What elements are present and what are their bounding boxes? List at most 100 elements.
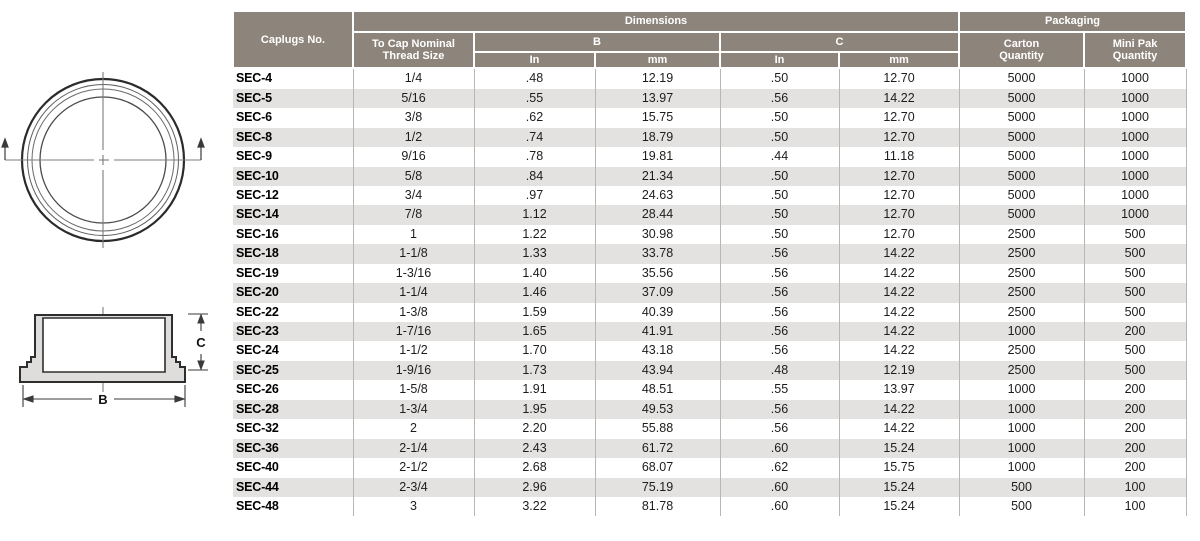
cell-carton: 5000 <box>959 68 1085 89</box>
cell-no: SEC-12 <box>233 185 354 206</box>
cell-no: SEC-19 <box>233 263 354 284</box>
table-row: SEC-18 1-1/8 1.33 33.78.56 14.22 2500 500 <box>233 244 1187 264</box>
cell-minipak: 200 <box>1084 458 1187 478</box>
table-row: SEC-40 2-1/2 2.68 68.07.62 15.75 1000 200 <box>233 458 1187 478</box>
cell-c-mm: 15.24 <box>839 438 960 459</box>
cell-b-mm: 24.63 <box>595 185 721 206</box>
header-b-in: In <box>473 50 596 70</box>
cell-c-in: .56 <box>720 88 840 109</box>
cell-no: SEC-32 <box>233 419 354 439</box>
cell-c-mm: 12.70 <box>839 185 960 206</box>
cell-b-mm: 21.34 <box>595 166 721 186</box>
cell-b-mm: 18.79 <box>595 127 721 148</box>
table-row: SEC-22 1-3/8 1.59 40.39.56 14.22 2500 500 <box>233 302 1187 322</box>
cell-c-mm: 12.19 <box>839 360 960 381</box>
cell-minipak: 500 <box>1084 263 1187 284</box>
cell-b-in: 2.20 <box>474 419 596 439</box>
cell-c-mm: 12.70 <box>839 68 960 89</box>
cell-minipak: 1000 <box>1084 205 1187 225</box>
cell-b-mm: 43.18 <box>595 341 721 361</box>
header-c-mm: mm <box>838 50 960 70</box>
cell-no: SEC-8 <box>233 127 354 148</box>
centerlines <box>5 72 201 248</box>
cell-minipak: 1000 <box>1084 166 1187 186</box>
cell-thread: 1-3/4 <box>353 399 475 420</box>
cell-carton: 2500 <box>959 244 1085 264</box>
cell-carton: 2500 <box>959 283 1085 303</box>
cell-b-in: 2.43 <box>474 438 596 459</box>
cell-minipak: 100 <box>1084 477 1187 497</box>
cell-b-in: 1.40 <box>474 263 596 284</box>
cell-b-in: 1.73 <box>474 360 596 381</box>
cell-b-in: 2.68 <box>474 458 596 478</box>
cell-b-mm: 68.07 <box>595 458 721 478</box>
cell-thread: 2-1/2 <box>353 458 475 478</box>
cell-c-mm: 15.24 <box>839 477 960 497</box>
table-row: SEC-28 1-3/4 1.95 49.53.56 14.22 1000 200 <box>233 399 1187 420</box>
cell-minipak: 500 <box>1084 341 1187 361</box>
cell-b-in: 3.22 <box>474 496 596 517</box>
cell-carton: 5000 <box>959 205 1085 225</box>
cell-no: SEC-28 <box>233 399 354 420</box>
cell-c-in: .62 <box>720 458 840 478</box>
cell-b-in: 1.91 <box>474 380 596 400</box>
cell-c-mm: 14.22 <box>839 322 960 342</box>
cell-no: SEC-18 <box>233 244 354 264</box>
cell-thread: 3/8 <box>353 108 475 128</box>
cell-c-in: .56 <box>720 341 840 361</box>
cell-c-mm: 14.22 <box>839 244 960 264</box>
cell-c-mm: 14.22 <box>839 283 960 303</box>
cell-thread: 1-3/8 <box>353 302 475 322</box>
cell-b-mm: 13.97 <box>595 88 721 109</box>
cell-no: SEC-26 <box>233 380 354 400</box>
cell-no: SEC-6 <box>233 108 354 128</box>
cell-minipak: 1000 <box>1084 147 1187 167</box>
table-row: SEC-20 1-1/4 1.46 37.09.56 14.22 2500 500 <box>233 283 1187 303</box>
cell-b-mm: 19.81 <box>595 147 721 167</box>
cell-thread: 1-7/16 <box>353 322 475 342</box>
cell-b-in: 2.96 <box>474 477 596 497</box>
cell-carton: 1000 <box>959 419 1085 439</box>
cell-b-mm: 37.09 <box>595 283 721 303</box>
table-header: Caplugs No. Dimensions Packaging To Cap … <box>232 9 1187 70</box>
cell-c-mm: 14.22 <box>839 88 960 109</box>
cell-thread: 5/8 <box>353 166 475 186</box>
cell-b-mm: 33.78 <box>595 244 721 264</box>
table-row: SEC-14 7/8 1.12 28.44.50 12.70 5000 1000 <box>233 205 1187 225</box>
cell-b-in: 1.46 <box>474 283 596 303</box>
table-row: SEC-24 1-1/2 1.70 43.18.56 14.22 2500 500 <box>233 341 1187 361</box>
cell-carton: 500 <box>959 496 1085 517</box>
cell-carton: 5000 <box>959 108 1085 128</box>
header-group-packaging: Packaging <box>958 10 1187 33</box>
cell-c-in: .50 <box>720 185 840 206</box>
cell-no: SEC-48 <box>233 496 354 517</box>
cell-thread: 1/2 <box>353 127 475 148</box>
cell-c-mm: 14.22 <box>839 302 960 322</box>
cell-c-in: .50 <box>720 166 840 186</box>
cell-b-mm: 15.75 <box>595 108 721 128</box>
table-row: SEC-16 1 1.22 30.98.50 12.70 2500 500 <box>233 224 1187 245</box>
cell-carton: 5000 <box>959 88 1085 109</box>
cell-b-in: .84 <box>474 166 596 186</box>
cell-thread: 3 <box>353 496 475 517</box>
cell-carton: 1000 <box>959 399 1085 420</box>
cell-carton: 500 <box>959 477 1085 497</box>
cell-c-mm: 14.22 <box>839 341 960 361</box>
cell-minipak: 1000 <box>1084 108 1187 128</box>
cell-b-mm: 12.19 <box>595 68 721 89</box>
cell-c-in: .56 <box>720 419 840 439</box>
cell-b-in: 1.33 <box>474 244 596 264</box>
cell-thread: 1-1/8 <box>353 244 475 264</box>
header-caplugs-no: Caplugs No. <box>232 9 354 70</box>
cell-c-mm: 11.18 <box>839 147 960 167</box>
cell-b-mm: 28.44 <box>595 205 721 225</box>
cell-no: SEC-4 <box>233 68 354 89</box>
cell-carton: 1000 <box>959 438 1085 459</box>
cell-b-mm: 49.53 <box>595 399 721 420</box>
cell-b-in: .74 <box>474 127 596 148</box>
cell-no: SEC-20 <box>233 283 354 303</box>
cell-minipak: 500 <box>1084 360 1187 381</box>
cell-thread: 5/16 <box>353 88 475 109</box>
cell-carton: 1000 <box>959 380 1085 400</box>
